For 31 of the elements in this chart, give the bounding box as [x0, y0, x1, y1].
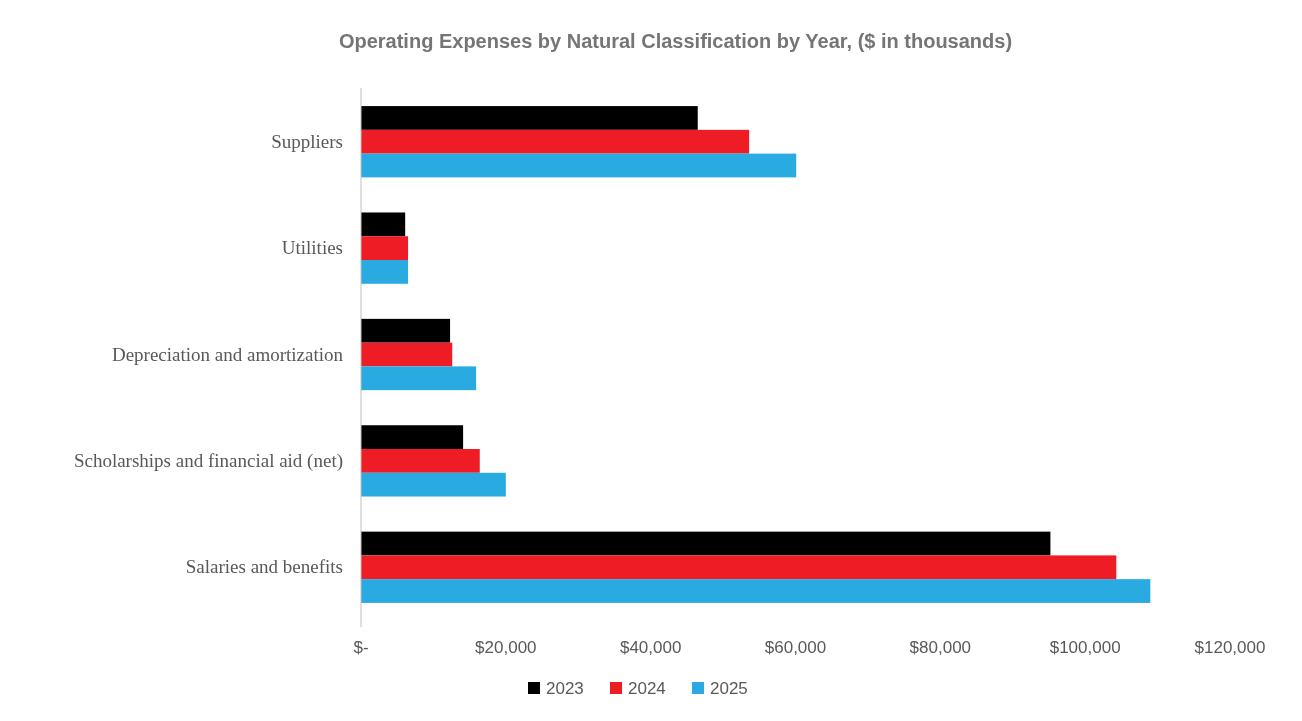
bar: [361, 579, 1151, 603]
bar: [361, 531, 1051, 556]
bar: [361, 129, 750, 154]
legend-label: 2024: [628, 679, 666, 698]
legend-label: 2023: [546, 679, 584, 698]
bar: [361, 425, 464, 450]
x-tick-label: $100,000: [1049, 638, 1121, 657]
bar: [361, 236, 409, 260]
bar: [361, 106, 698, 130]
bar: [361, 472, 506, 497]
chart-title: Operating Expenses by Natural Classification by Year, ($ in thousands): [338, 30, 1013, 52]
x-tick-label: $80,000: [909, 638, 972, 657]
y-tick-label: Salaries and benefits: [185, 556, 343, 578]
bar: [361, 342, 453, 367]
x-tick-label: $120,000: [1194, 638, 1266, 657]
bar: [361, 449, 480, 473]
bar: [361, 318, 451, 343]
bar: [361, 212, 406, 237]
y-tick-label: Suppliers: [271, 130, 343, 152]
bar: [361, 366, 477, 391]
bar: [361, 259, 409, 284]
bar: [361, 153, 797, 178]
x-tick-label: $40,000: [619, 638, 682, 657]
x-tick-label: $20,000: [475, 638, 537, 657]
y-tick-label: Scholarships and financial aid (net): [73, 449, 343, 472]
legend-label: 2025: [710, 679, 748, 698]
x-tick-label: $-: [353, 638, 369, 657]
y-tick-label: Depreciation and amortization: [111, 343, 344, 365]
y-tick-label: Utilities: [281, 237, 343, 259]
bar: [361, 555, 1117, 580]
x-tick-label: $60,000: [764, 638, 827, 657]
